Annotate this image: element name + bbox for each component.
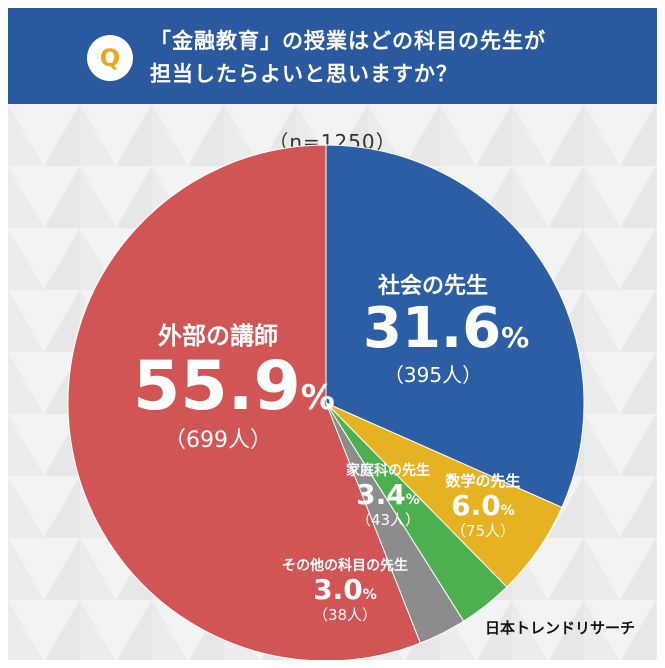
label-external-count: （699人） <box>164 428 272 454</box>
question-header: Q 「金融教育」の授業はどの科目の先生が 担当したらよいと思いますか？ <box>8 8 657 104</box>
label-social: 社会の先生 31.6% （395人） <box>363 268 530 388</box>
label-other-category: その他の科目の先生 <box>282 558 408 574</box>
label-social-category: 社会の先生 <box>377 274 488 299</box>
label-home-ec-count: （43人） <box>355 511 421 530</box>
label-math: 数学の先生 6.0% （75人） <box>433 470 533 541</box>
label-other-percent: 3.0% <box>313 573 377 606</box>
label-other-count: （38人） <box>312 606 378 625</box>
infographic-card: Q 「金融教育」の授業はどの科目の先生が 担当したらよいと思いますか？ （n=1… <box>8 8 657 660</box>
question-line-1: 「金融教育」の授業はどの科目の先生が <box>150 29 546 53</box>
question-text: 「金融教育」の授業はどの科目の先生が 担当したらよいと思いますか？ <box>150 25 546 91</box>
question-badge: Q <box>90 38 130 78</box>
label-home-ec: 家庭科の先生 3.4% （43人） <box>338 460 438 530</box>
label-external: 外部の講師 55.9% （699人） <box>133 316 335 454</box>
label-math-percent: 6.0% <box>451 489 515 522</box>
slice-external <box>67 144 421 660</box>
label-math-count: （75人） <box>450 522 516 541</box>
label-home-ec-percent: 3.4% <box>356 478 420 511</box>
pie-chart <box>67 144 585 660</box>
slice-social <box>325 144 585 509</box>
label-social-percent: 31.6% <box>363 296 530 361</box>
label-home-ec-category: 家庭科の先生 <box>346 463 430 479</box>
label-other: その他の科目の先生 3.0% （38人） <box>270 555 420 625</box>
source-credit: 日本トレンドリサーチ <box>484 619 635 637</box>
label-external-category: 外部の講師 <box>158 322 278 350</box>
label-math-category: 数学の先生 <box>445 472 521 490</box>
label-external-percent: 55.9% <box>133 347 335 426</box>
label-social-count: （395人） <box>383 362 483 387</box>
question-line-2: 担当したらよいと思いますか？ <box>150 62 458 86</box>
